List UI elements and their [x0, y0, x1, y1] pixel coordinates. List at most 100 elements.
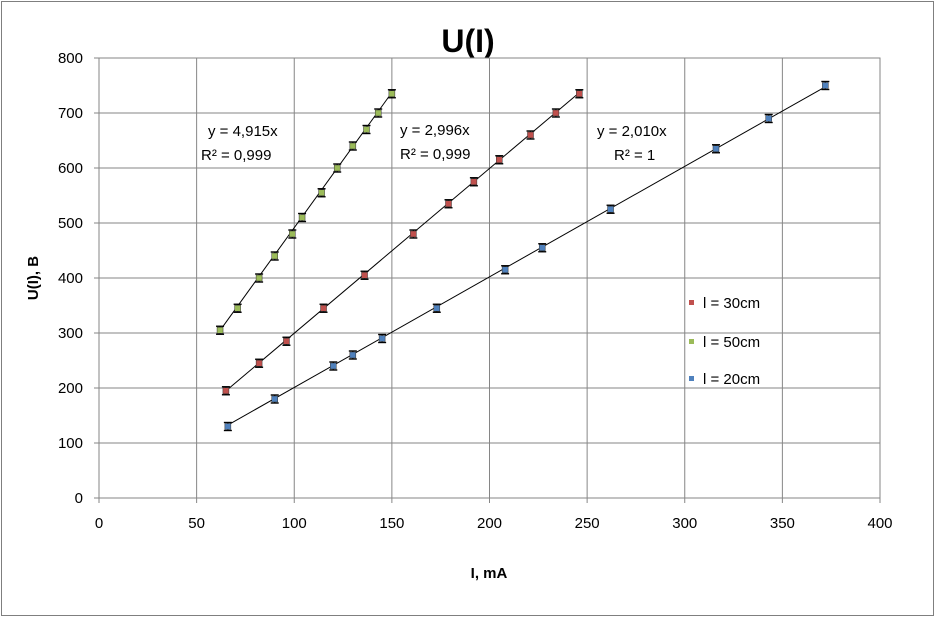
x-tick-label: 100	[282, 515, 307, 532]
x-axis-title: I, mA	[471, 565, 508, 582]
data-point-l-50cm	[298, 212, 307, 223]
trend-equation-l20: y = 2,010x	[597, 123, 667, 140]
y-tick-label: 400	[58, 270, 83, 287]
y-tick-label: 500	[58, 215, 83, 232]
marker	[271, 395, 278, 403]
data-point-l-30cm	[319, 303, 328, 313]
data-point-l-20cm	[378, 333, 387, 344]
y-tick-label: 700	[58, 105, 83, 122]
data-point-l-50cm	[374, 108, 383, 118]
marker	[388, 90, 396, 97]
marker	[496, 156, 503, 163]
x-tick-label: 150	[379, 515, 404, 532]
marker	[445, 200, 452, 207]
legend-marker-l50	[689, 339, 694, 344]
marker	[527, 131, 534, 139]
marker	[320, 305, 327, 312]
marker	[552, 109, 560, 117]
chart-title: U(I)	[441, 23, 494, 59]
data-point-l-20cm	[223, 421, 232, 432]
data-point-l-30cm	[282, 336, 291, 346]
marker	[361, 272, 368, 279]
marker	[822, 82, 829, 89]
y-tick-label: 200	[58, 380, 83, 397]
data-point-l-30cm	[551, 108, 560, 118]
marker	[363, 126, 370, 133]
marker	[298, 214, 306, 221]
plot-area-border	[98, 57, 881, 499]
trendline-l-50cm	[219, 92, 393, 331]
x-tick-label: 0	[95, 515, 103, 532]
marker	[216, 327, 224, 334]
y-tick-label: 800	[58, 50, 83, 67]
trend-r2-l20: R² = 1	[614, 147, 655, 164]
data-point-l-30cm	[575, 89, 584, 99]
data-point-l-20cm	[348, 350, 357, 360]
marker	[255, 360, 263, 367]
x-tick-label: 50	[188, 515, 205, 532]
data-point-l-30cm	[221, 386, 230, 396]
data-point-l-20cm	[329, 361, 338, 371]
y-axis-title: U(I), B	[25, 256, 42, 300]
x-tick-label: 350	[770, 515, 795, 532]
data-point-l-50cm	[233, 303, 242, 313]
trend-equation-l30: y = 2,996x	[400, 122, 470, 139]
x-tick-label: 300	[672, 515, 697, 532]
data-point-l-20cm	[711, 144, 720, 154]
trend-r2-l50: R² = 0,999	[201, 147, 271, 164]
data-point-l-50cm	[317, 188, 326, 198]
marker	[576, 90, 583, 97]
data-point-l-30cm	[409, 229, 418, 239]
marker	[501, 266, 509, 273]
data-point-l-50cm	[270, 251, 279, 261]
marker	[349, 142, 357, 150]
legend: l = 30cm l = 50cm l = 20cm	[689, 295, 760, 388]
data-point-l-20cm	[821, 80, 830, 91]
data-point-l-20cm	[270, 394, 279, 404]
data-point-l-30cm	[495, 155, 504, 165]
data-point-l-50cm	[216, 325, 225, 335]
x-tick-label: 200	[477, 515, 502, 532]
data-point-l-20cm	[538, 243, 547, 253]
data-point-l-50cm	[288, 229, 297, 239]
marker	[712, 145, 720, 152]
data-point-l-50cm	[387, 89, 396, 99]
marker	[224, 423, 232, 430]
data-point-l-20cm	[432, 303, 441, 313]
data-point-l-50cm	[333, 163, 342, 173]
marker	[349, 351, 357, 359]
legend-label-l30: l = 30cm	[703, 295, 760, 312]
marker	[470, 178, 478, 185]
marker	[378, 335, 386, 342]
data-point-l-30cm	[444, 199, 453, 209]
data-point-l-20cm	[606, 204, 615, 214]
marker	[607, 206, 614, 213]
marker	[271, 252, 278, 260]
data-point-l-30cm	[255, 358, 264, 368]
legend-label-l50: l = 50cm	[703, 334, 760, 351]
data-point-l-30cm	[526, 130, 535, 140]
marker	[410, 230, 417, 238]
data-point-l-50cm	[255, 273, 264, 283]
trendline-l-20cm	[227, 86, 826, 426]
legend-marker-l30	[689, 300, 694, 305]
marker	[318, 189, 325, 196]
data-point-l-30cm	[469, 177, 478, 187]
marker	[433, 305, 441, 312]
marker	[234, 305, 241, 312]
legend-marker-l20	[689, 376, 694, 381]
marker	[765, 115, 772, 122]
marker	[330, 362, 337, 370]
marker	[374, 109, 382, 117]
y-tick-label: 600	[58, 160, 83, 177]
data-point-l-30cm	[360, 270, 369, 280]
marker	[283, 338, 290, 345]
marker	[289, 230, 296, 238]
x-tick-label: 250	[575, 515, 600, 532]
y-tick-label: 100	[58, 435, 83, 452]
marker	[255, 274, 263, 282]
marker	[222, 387, 230, 394]
y-tick-label: 300	[58, 325, 83, 342]
